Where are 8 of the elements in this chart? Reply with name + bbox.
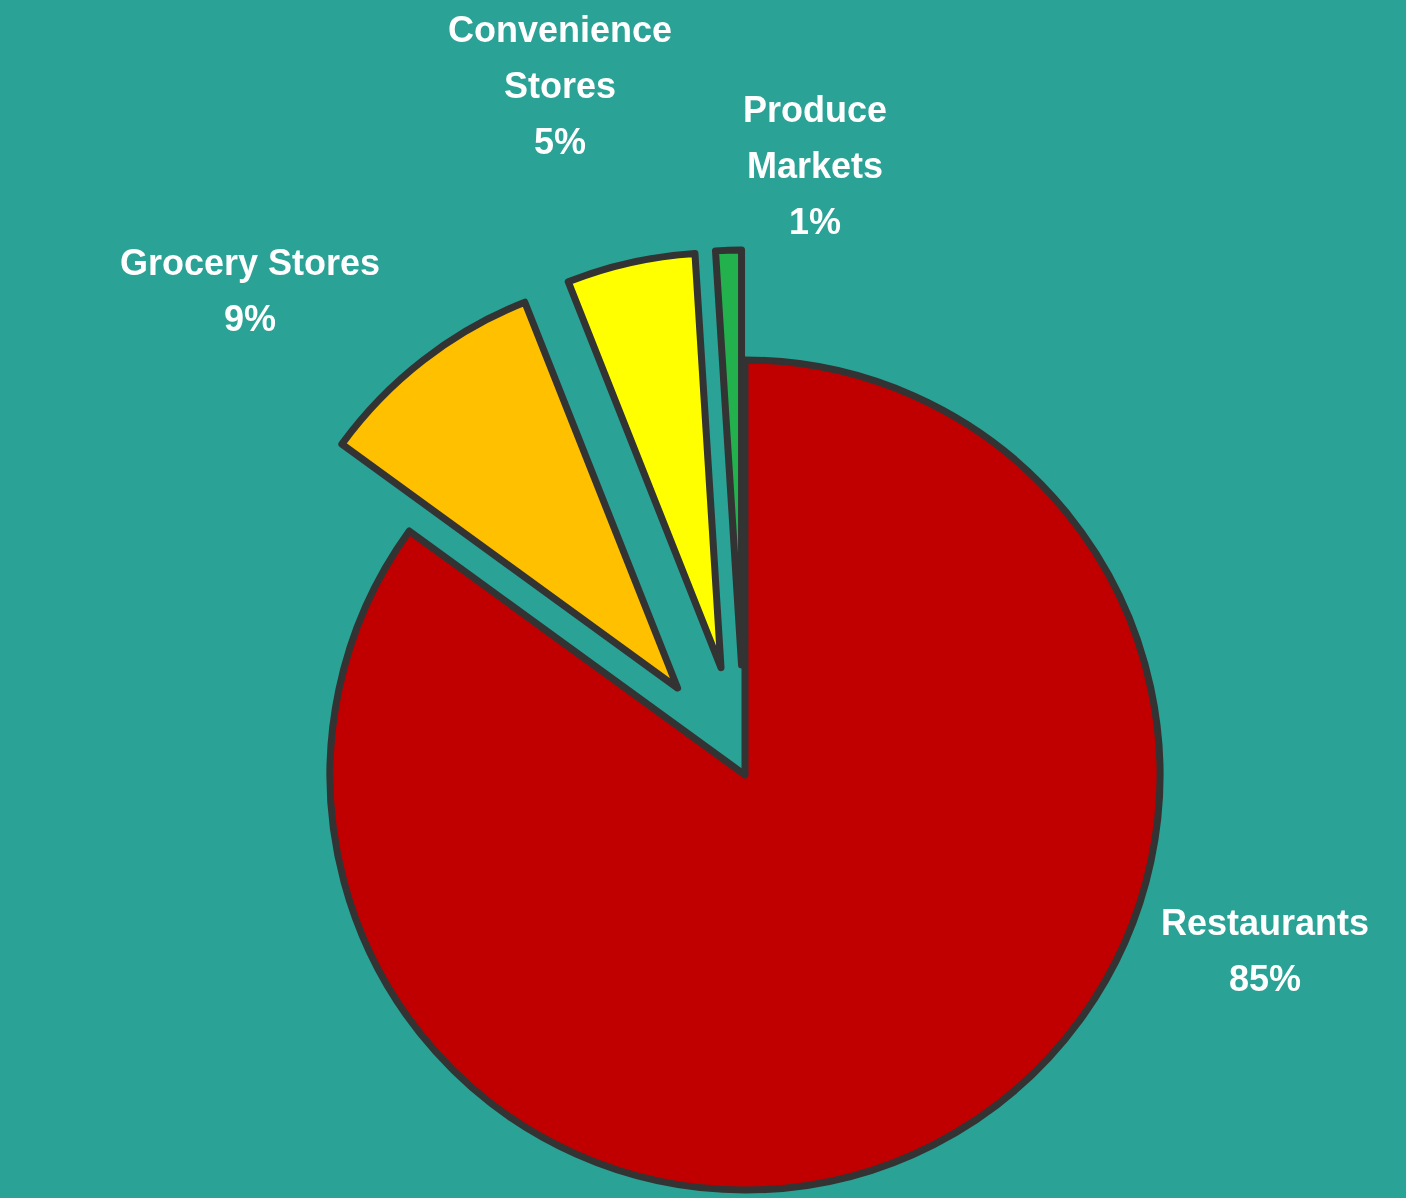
data-label: 9%: [223, 297, 277, 339]
data-label: 5%: [533, 120, 587, 162]
slice-label: Produce Markets: [742, 88, 888, 186]
slice-label: Grocery Stores: [119, 241, 381, 283]
slice-label: Convenience Stores: [447, 8, 673, 106]
slice-label: Restaurants: [1160, 901, 1370, 943]
data-label: 1%: [788, 200, 842, 242]
data-label: 85%: [1228, 957, 1302, 999]
